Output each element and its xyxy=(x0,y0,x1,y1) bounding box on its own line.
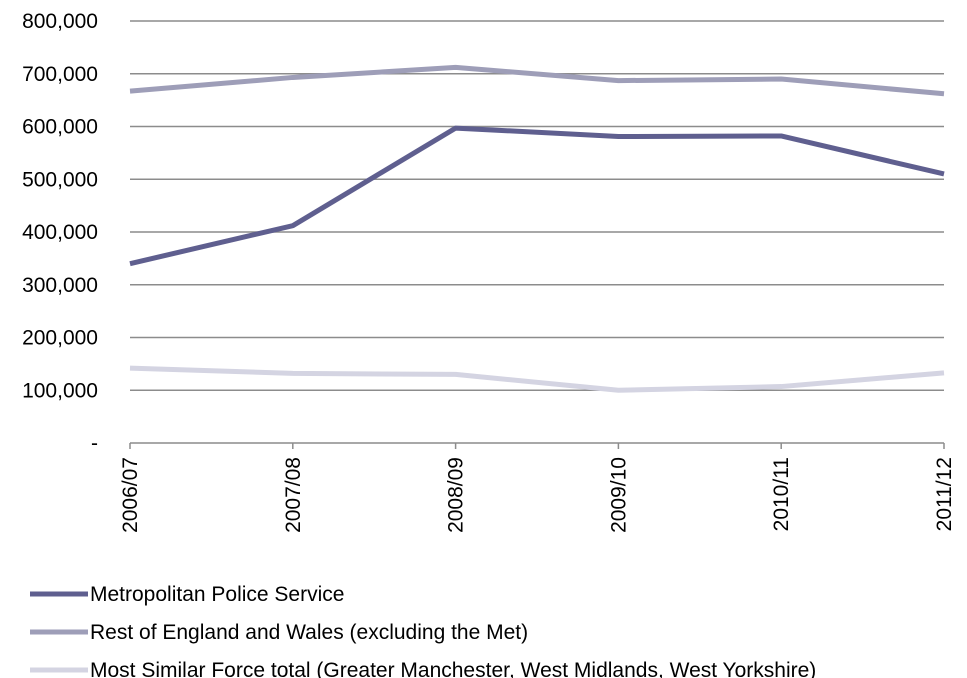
x-tick-label: 2011/12 xyxy=(933,457,956,531)
x-tick-label: 2008/09 xyxy=(445,457,468,533)
y-tick-label: 800,000 xyxy=(22,10,98,33)
y-tick-label: - xyxy=(91,432,98,455)
legend-label: Metropolitan Police Service xyxy=(90,583,344,606)
x-tick-label: 2009/10 xyxy=(607,457,630,533)
x-axis-ticks: 2006/07 2007/08 2008/09 2009/10 2010/11 2011/… xyxy=(119,443,956,533)
series-line-2 xyxy=(129,365,945,393)
x-tick-label: 2007/08 xyxy=(282,457,305,533)
y-tick-label: 600,000 xyxy=(22,116,98,139)
y-tick-label: 100,000 xyxy=(22,379,98,402)
series-line-1 xyxy=(129,64,945,97)
legend: Metropolitan Police Service Rest of Engla… xyxy=(30,583,816,678)
y-tick-label: 300,000 xyxy=(22,274,98,297)
y-tick-label: 700,000 xyxy=(22,63,98,86)
series-line-0 xyxy=(129,125,945,267)
series-lines xyxy=(129,64,945,393)
x-tick-label: 2010/11 xyxy=(770,457,793,531)
legend-label: Rest of England and Wales (excluding the… xyxy=(90,621,528,644)
x-tick-label: 2006/07 xyxy=(119,457,142,533)
y-tick-label: 200,000 xyxy=(22,327,98,350)
y-tick-label: 400,000 xyxy=(22,221,98,244)
y-axis-ticks: - 100,000 200,000 300,000 400,000 500,000 600,… xyxy=(22,10,98,455)
legend-label: Most Similar Force total (Greater Manche… xyxy=(90,659,816,678)
y-tick-label: 500,000 xyxy=(22,168,98,191)
